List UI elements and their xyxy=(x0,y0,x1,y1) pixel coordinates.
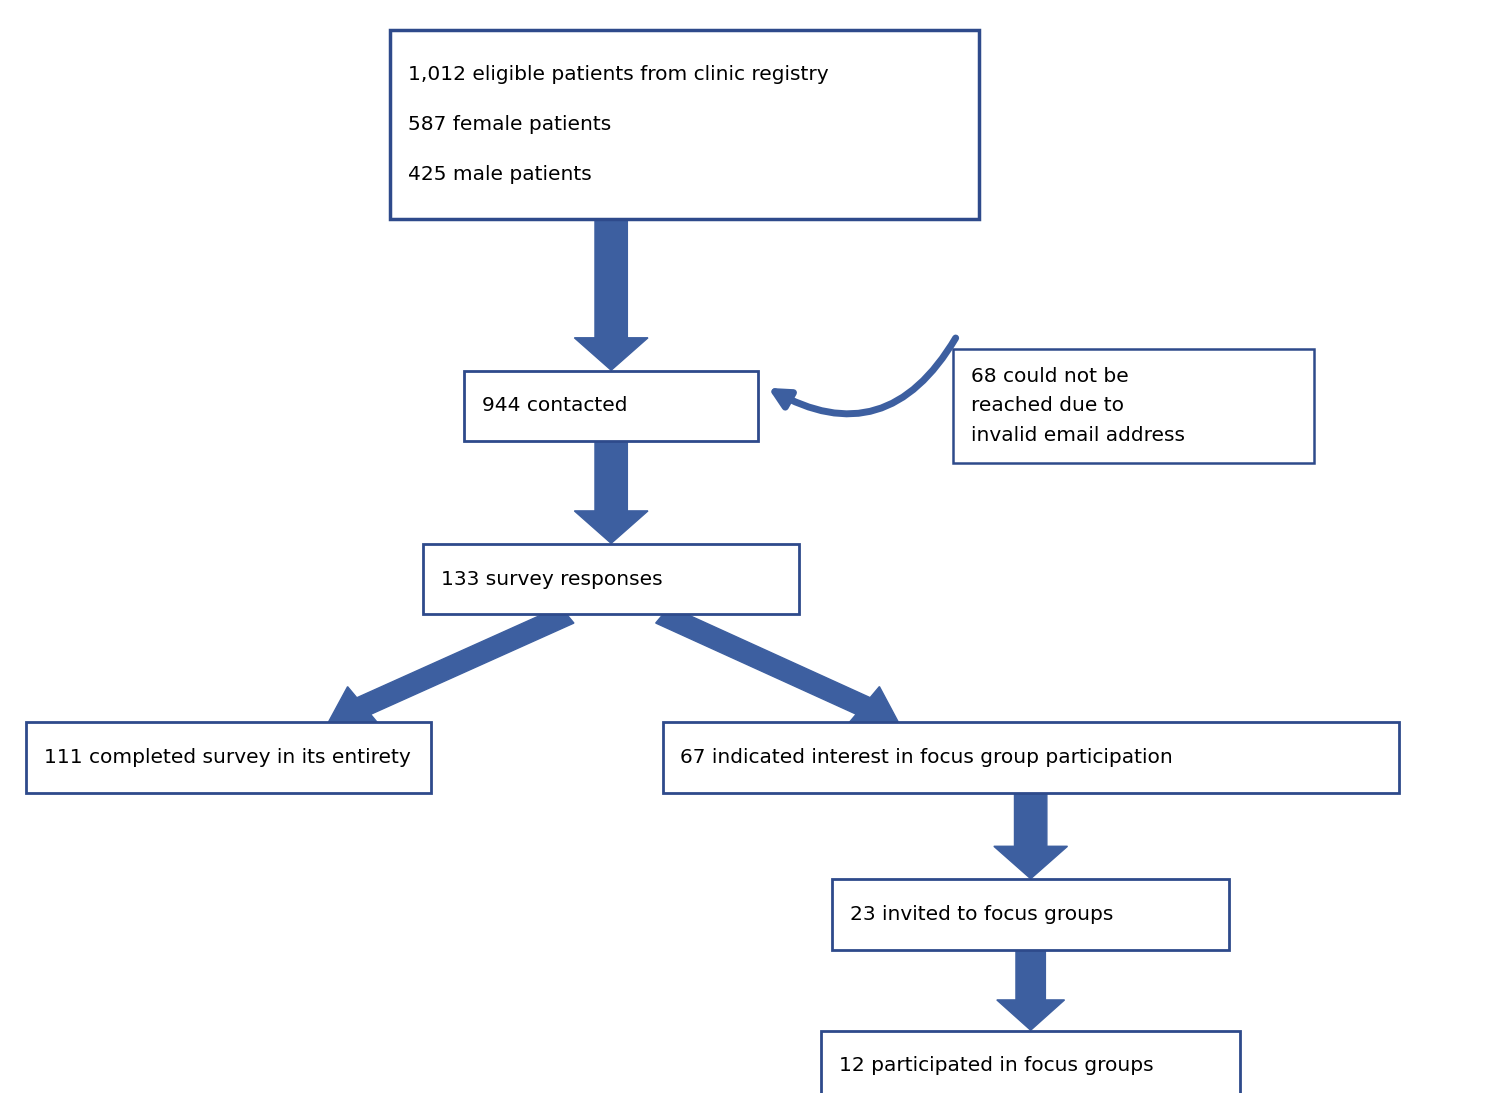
Polygon shape xyxy=(329,606,574,725)
FancyBboxPatch shape xyxy=(464,371,759,442)
Polygon shape xyxy=(574,442,647,543)
Text: 133 survey responses: 133 survey responses xyxy=(442,570,662,588)
Text: 12 participated in focus groups: 12 participated in focus groups xyxy=(838,1057,1154,1075)
FancyBboxPatch shape xyxy=(391,30,979,220)
FancyBboxPatch shape xyxy=(662,722,1398,793)
Polygon shape xyxy=(994,794,1068,879)
FancyBboxPatch shape xyxy=(424,544,799,614)
Text: 1,012 eligible patients from clinic registry: 1,012 eligible patients from clinic regi… xyxy=(409,65,829,84)
Polygon shape xyxy=(656,606,898,725)
FancyBboxPatch shape xyxy=(832,879,1229,949)
FancyBboxPatch shape xyxy=(822,1031,1241,1101)
FancyBboxPatch shape xyxy=(26,722,431,793)
Text: reached due to: reached due to xyxy=(972,396,1123,415)
Polygon shape xyxy=(574,220,647,370)
Text: invalid email address: invalid email address xyxy=(972,426,1185,445)
Text: 944 contacted: 944 contacted xyxy=(482,396,628,415)
FancyBboxPatch shape xyxy=(954,349,1314,463)
Polygon shape xyxy=(997,951,1065,1030)
Text: 68 could not be: 68 could not be xyxy=(972,367,1130,385)
Text: 67 indicated interest in focus group participation: 67 indicated interest in focus group par… xyxy=(680,749,1173,767)
Text: 111 completed survey in its entirety: 111 completed survey in its entirety xyxy=(44,749,410,767)
Text: 587 female patients: 587 female patients xyxy=(409,115,611,135)
Text: 425 male patients: 425 male patients xyxy=(409,164,592,184)
Text: 23 invited to focus groups: 23 invited to focus groups xyxy=(850,905,1113,924)
